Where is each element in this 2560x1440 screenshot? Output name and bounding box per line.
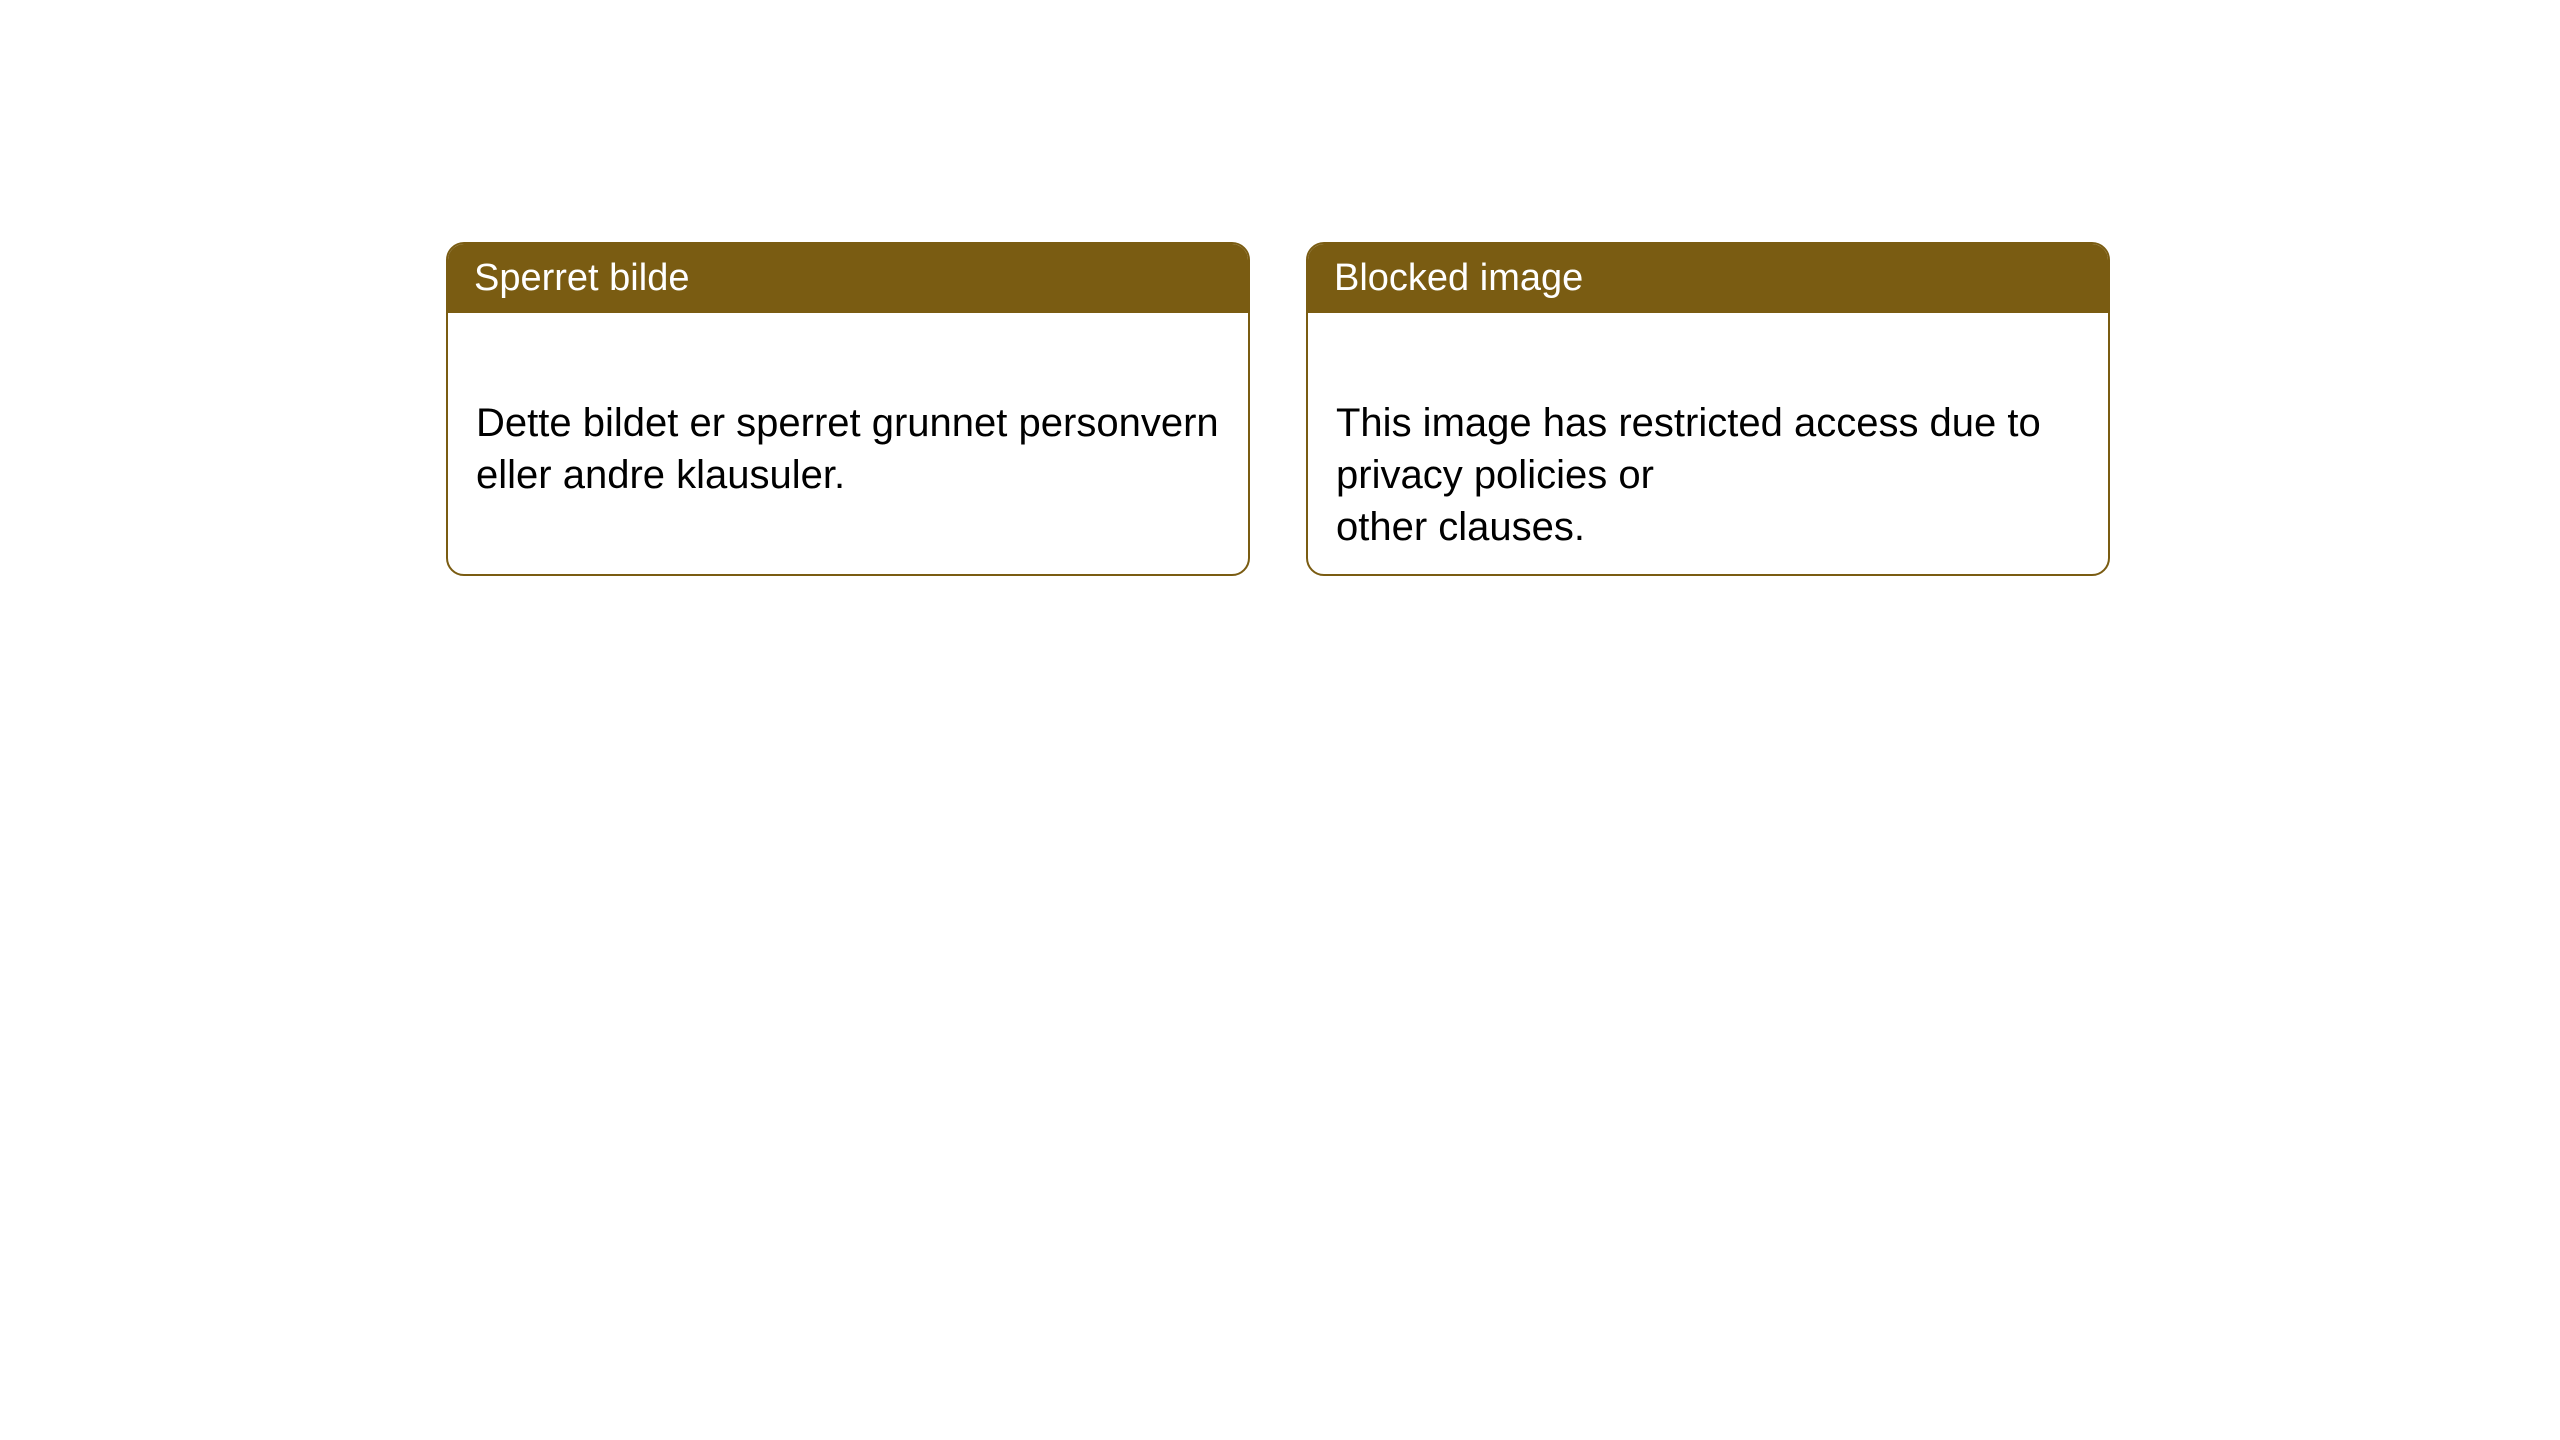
- card-body: This image has restricted access due to …: [1308, 313, 2108, 576]
- blocked-image-card-english: Blocked image This image has restricted …: [1306, 242, 2110, 576]
- card-body-text: This image has restricted access due to …: [1336, 401, 2041, 549]
- card-title: Blocked image: [1334, 257, 1583, 299]
- card-title: Sperret bilde: [474, 257, 689, 299]
- card-container: Sperret bilde Dette bildet er sperret gr…: [446, 242, 2110, 576]
- blocked-image-card-norwegian: Sperret bilde Dette bildet er sperret gr…: [446, 242, 1250, 576]
- card-header: Sperret bilde: [448, 244, 1248, 313]
- card-body: Dette bildet er sperret grunnet personve…: [448, 313, 1248, 533]
- card-body-text: Dette bildet er sperret grunnet personve…: [476, 401, 1219, 497]
- card-header: Blocked image: [1308, 244, 2108, 313]
